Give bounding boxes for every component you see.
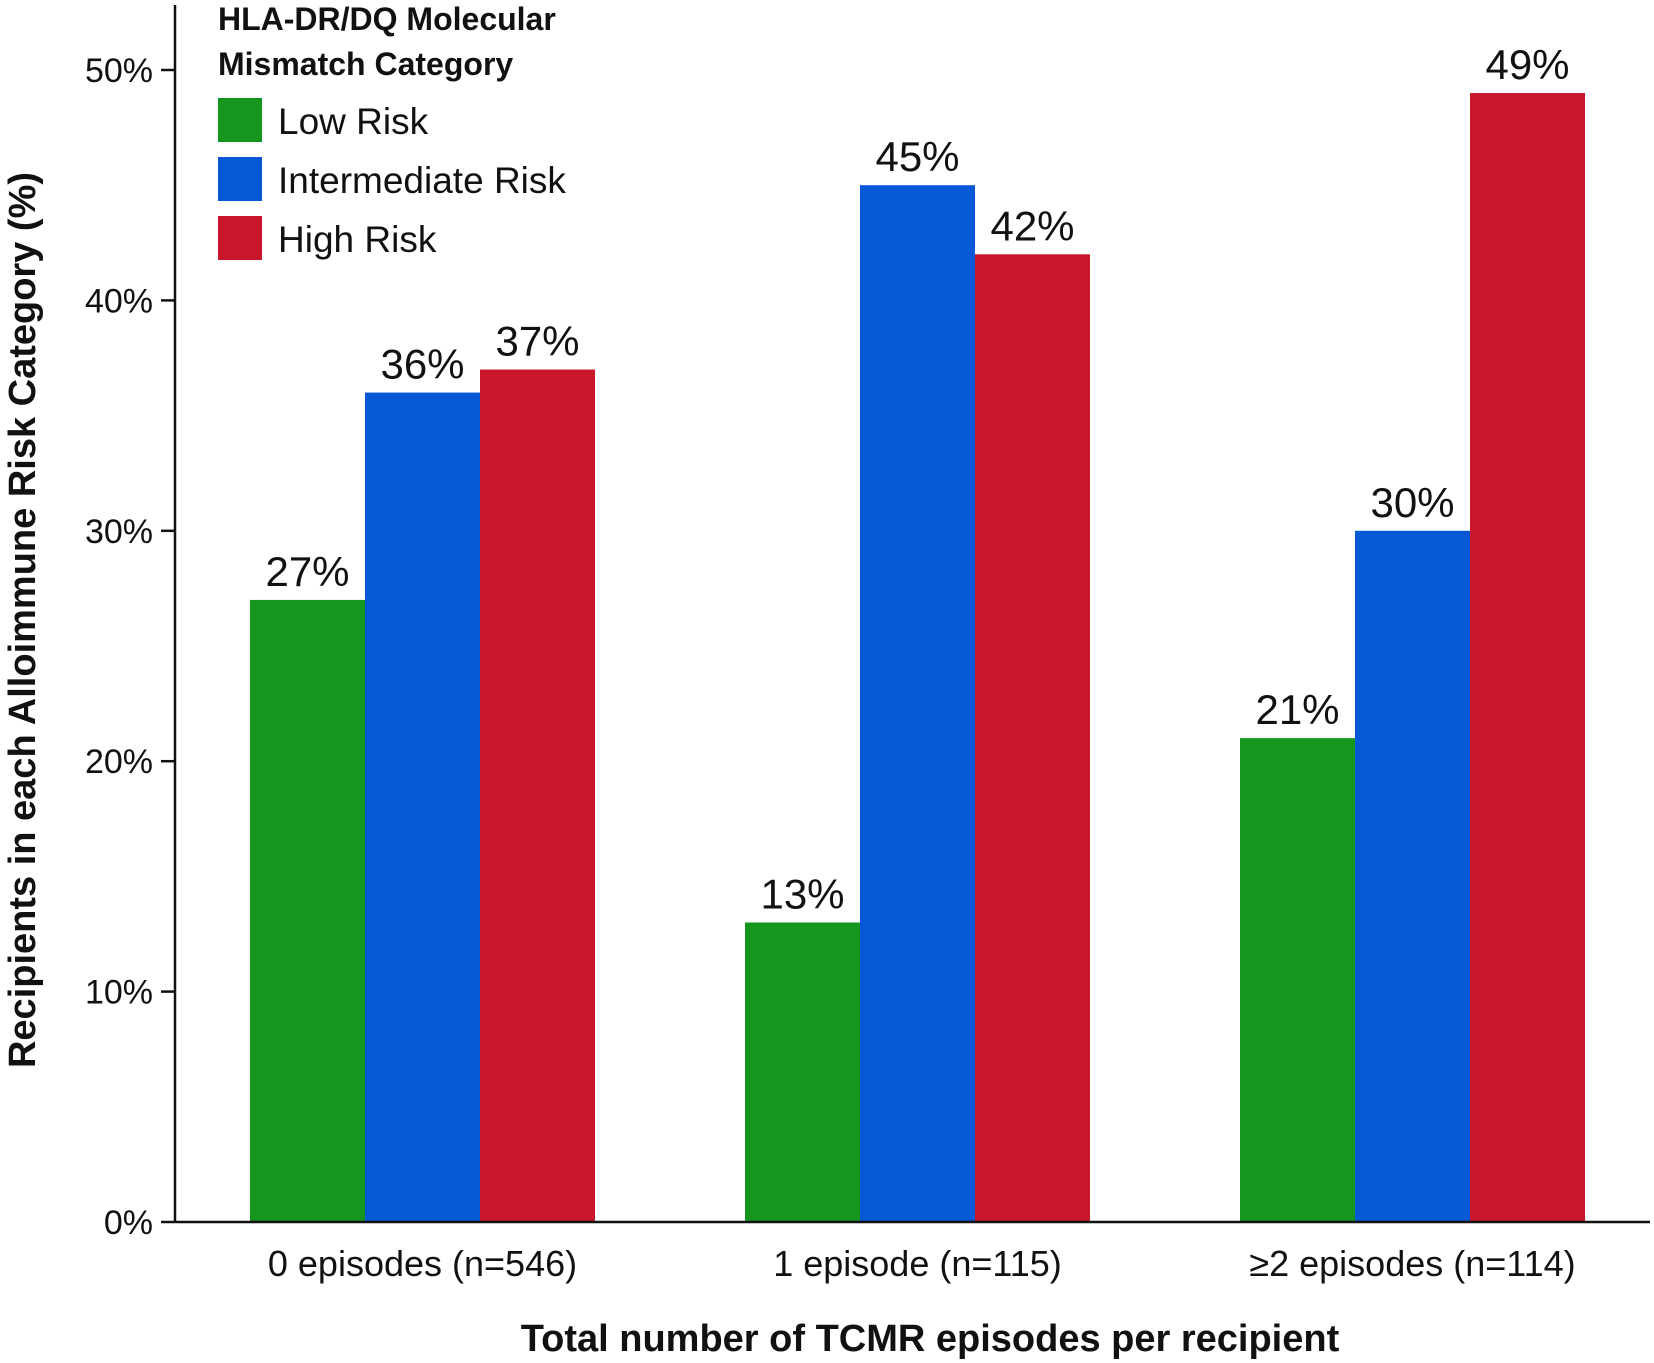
y-tick-label: 0% — [104, 1204, 153, 1242]
y-tick-label: 20% — [85, 743, 153, 781]
legend-label: Low Risk — [278, 101, 429, 142]
data-label: 45% — [875, 133, 959, 180]
bar-intermediate-risk-1 — [860, 185, 975, 1223]
y-tick-label: 40% — [85, 282, 153, 320]
data-label: 30% — [1370, 479, 1454, 526]
legend-title-line2: Mismatch Category — [218, 46, 513, 82]
data-labels-layer: 27% 36% 37% 13% 45% 42% 21% 30% 49% — [265, 41, 1569, 917]
legend-title-line1: HLA-DR/DQ Molecular — [218, 1, 556, 37]
bar-intermediate-risk-0 — [365, 392, 480, 1222]
data-label: 21% — [1255, 686, 1339, 733]
bar-low-risk-0 — [250, 599, 365, 1222]
legend: HLA-DR/DQ Molecular Mismatch Category Lo… — [218, 1, 566, 260]
bar-high-risk-2 — [1470, 93, 1585, 1222]
y-tick-label: 30% — [85, 513, 153, 551]
data-label: 36% — [380, 341, 464, 388]
y-tick-label: 10% — [85, 974, 153, 1012]
legend-swatch — [218, 98, 262, 142]
bar-high-risk-1 — [975, 254, 1090, 1222]
bar-intermediate-risk-2 — [1355, 530, 1470, 1222]
data-label: 42% — [990, 202, 1074, 249]
legend-swatch — [218, 157, 262, 201]
legend-label: High Risk — [278, 219, 437, 260]
legend-swatch — [218, 216, 262, 260]
x-category-label: ≥2 episodes (n=114) — [1249, 1243, 1575, 1284]
bar-high-risk-0 — [480, 369, 595, 1222]
data-label: 49% — [1485, 41, 1569, 88]
y-ticks-layer: 0% 10% 20% 30% 40% 50% — [85, 52, 175, 1242]
data-label: 37% — [495, 318, 579, 365]
legend-label: Intermediate Risk — [278, 160, 566, 201]
bar-low-risk-2 — [1240, 738, 1355, 1222]
bar-low-risk-1 — [745, 922, 860, 1222]
x-category-label: 1 episode (n=115) — [773, 1243, 1062, 1284]
y-axis-title: Recipients in each Alloimmune Risk Categ… — [2, 172, 44, 1068]
bars-layer — [250, 93, 1585, 1223]
x-axis-title: Total number of TCMR episodes per recipi… — [521, 1318, 1340, 1360]
x-category-label: 0 episodes (n=546) — [268, 1243, 577, 1284]
data-label: 13% — [760, 870, 844, 917]
data-label: 27% — [265, 548, 349, 595]
y-tick-label: 50% — [85, 52, 153, 90]
legend-items: Low Risk Intermediate Risk High Risk — [218, 98, 566, 260]
x-labels-layer: 0 episodes (n=546) 1 episode (n=115) ≥2 ep… — [268, 1243, 1576, 1284]
